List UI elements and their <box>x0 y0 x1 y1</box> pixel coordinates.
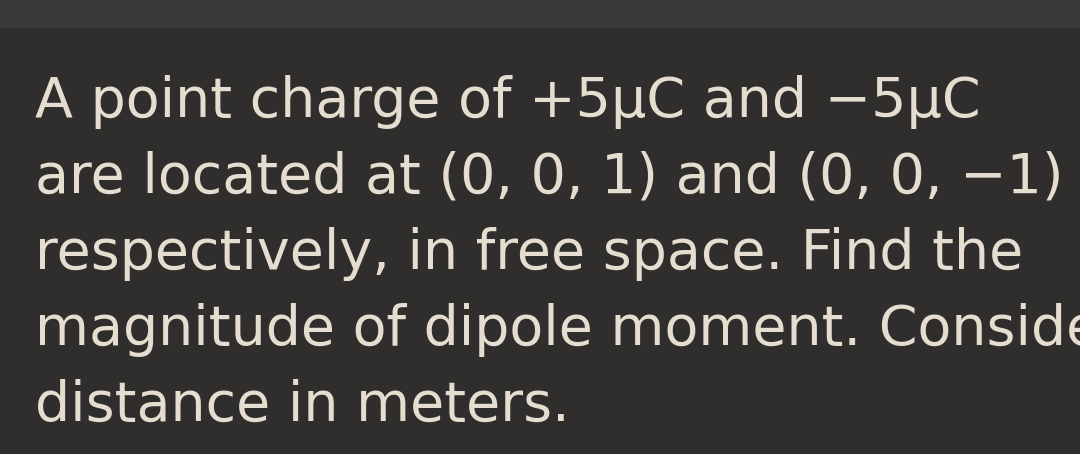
Text: A point charge of +5μC and −5μC: A point charge of +5μC and −5μC <box>35 75 981 129</box>
Bar <box>0 0 1080 28</box>
Text: distance in meters.: distance in meters. <box>35 379 570 433</box>
Text: are located at (0, 0, 1) and (0, 0, −1): are located at (0, 0, 1) and (0, 0, −1) <box>35 151 1064 205</box>
Text: respectively, in free space. Find the: respectively, in free space. Find the <box>35 227 1023 281</box>
Text: magnitude of dipole moment. Consider: magnitude of dipole moment. Consider <box>35 303 1080 357</box>
